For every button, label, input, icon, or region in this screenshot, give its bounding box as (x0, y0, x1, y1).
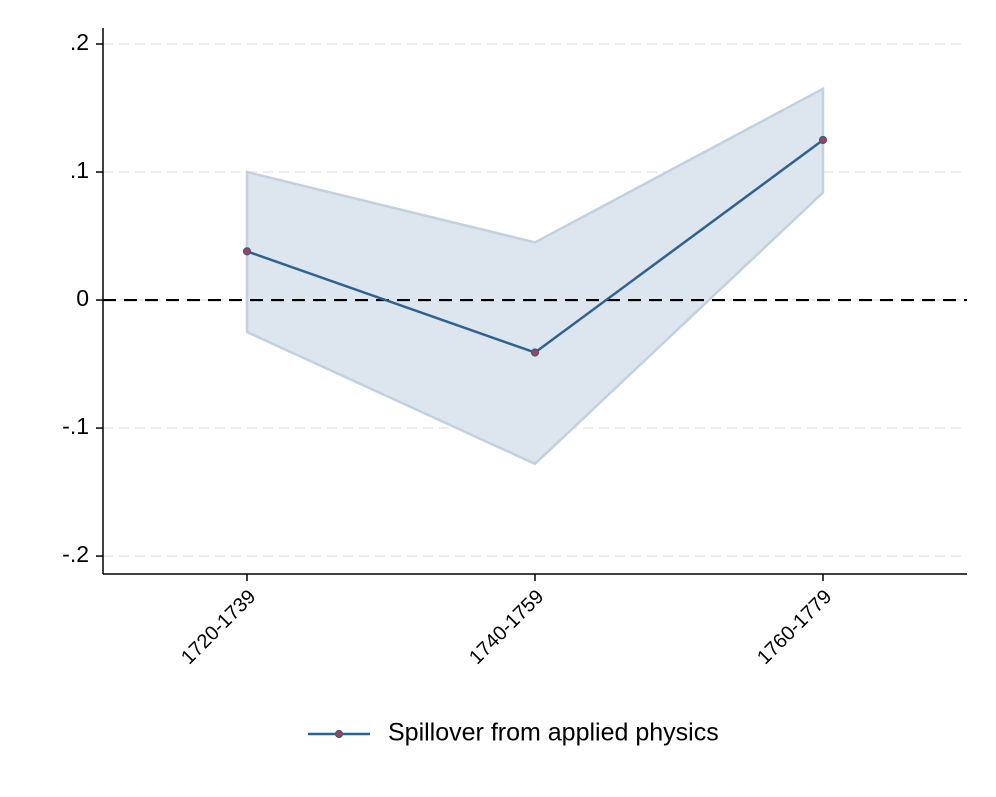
y-tick-label: .1 (70, 157, 89, 183)
y-tick-label: .2 (70, 29, 89, 55)
legend-marker (334, 729, 344, 739)
x-tick-label: 1720-1739 (177, 586, 260, 669)
point (242, 247, 252, 256)
y-tick-label: -.2 (62, 541, 89, 567)
y-tick-label: 0 (76, 285, 89, 311)
legend-label: Spillover from applied physics (388, 719, 719, 747)
x-tick-label: 1760-1779 (753, 586, 836, 669)
y-tick-label: -.1 (62, 413, 89, 439)
point (530, 348, 540, 357)
x-tick-label: 1740-1759 (465, 586, 548, 669)
point (818, 135, 828, 145)
confidence-band (245, 86, 825, 466)
